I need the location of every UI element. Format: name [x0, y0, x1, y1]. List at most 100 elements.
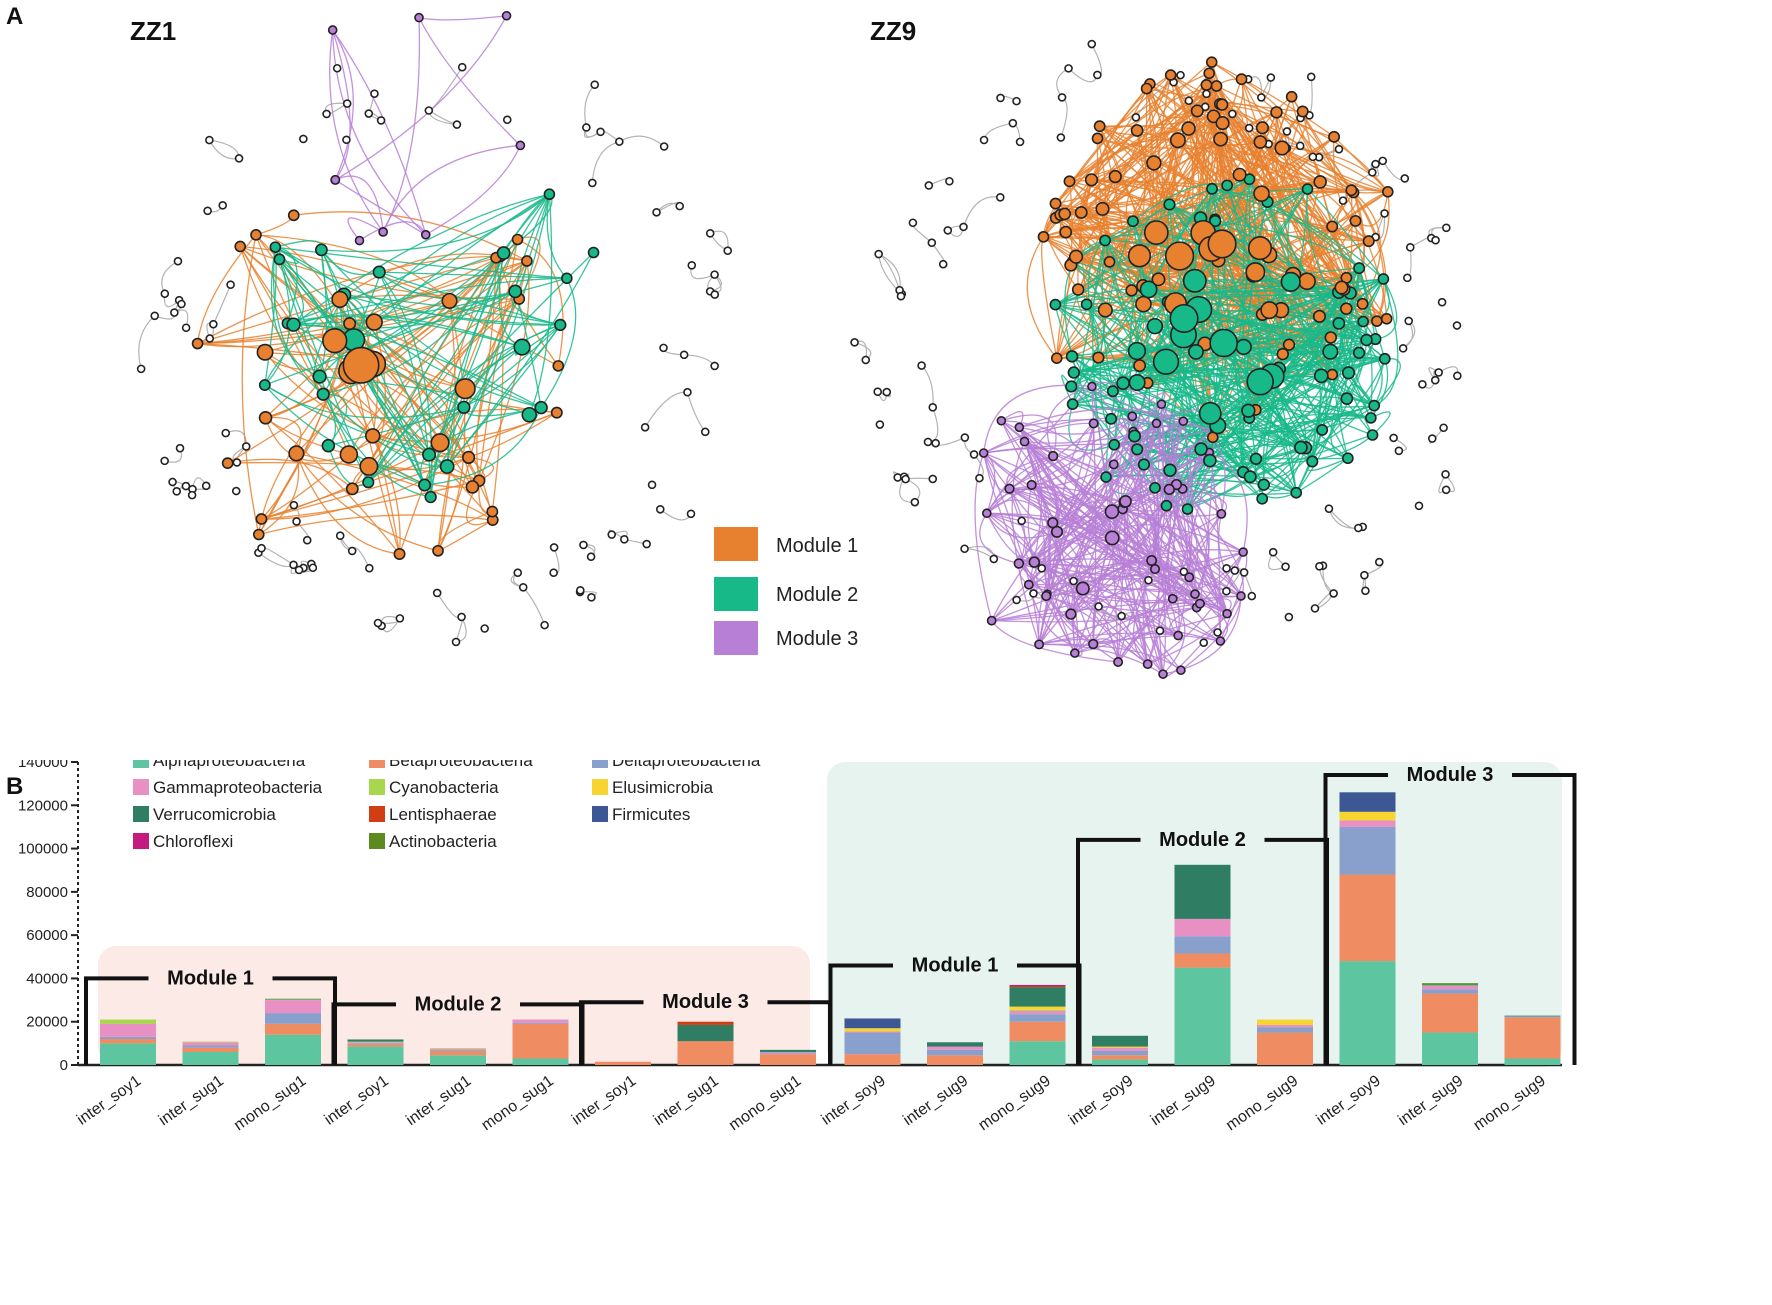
network-node [1106, 385, 1119, 398]
network-node [1209, 328, 1239, 358]
bar-segment [1257, 1019, 1313, 1025]
network-edge [1122, 508, 1164, 675]
network-node [1146, 155, 1162, 171]
network-node [1125, 284, 1138, 297]
x-tick-label: mono_sug1 [231, 1072, 309, 1134]
network-node [700, 427, 710, 437]
network-node [1026, 479, 1037, 490]
network-node [659, 343, 668, 353]
network-edge [332, 29, 427, 236]
network-node [1255, 121, 1269, 135]
network-node [187, 490, 197, 500]
network-node [1130, 124, 1144, 137]
network-edge [258, 514, 493, 536]
module-legend: Module 1 Module 2 Module 3 [714, 527, 858, 655]
network-edge [1182, 488, 1245, 597]
network-node [861, 355, 871, 365]
network-edge [1328, 508, 1359, 529]
network-node [1143, 220, 1169, 246]
network-node [1322, 343, 1339, 360]
bar-stack [760, 1049, 816, 1065]
network-node [181, 481, 191, 491]
network-edge [296, 452, 494, 521]
network-node [1222, 586, 1231, 596]
network-edge [1124, 501, 1242, 597]
network-node [995, 193, 1005, 202]
network-node [1023, 579, 1034, 590]
network-edge [927, 407, 939, 443]
network-edge [986, 512, 1153, 561]
network-node [1128, 429, 1142, 443]
network-node [327, 25, 338, 35]
network-node [1296, 105, 1309, 118]
network-node [910, 497, 920, 507]
bar-segment [347, 1044, 404, 1047]
network-edge [1052, 522, 1149, 665]
network-edge [1122, 508, 1242, 597]
network-node [1295, 141, 1305, 151]
network-node [1222, 563, 1231, 573]
network-edge [1122, 382, 1349, 459]
network-node [1257, 478, 1271, 491]
network-node [418, 478, 432, 492]
network-node [1169, 303, 1199, 333]
bar-stack [927, 1042, 983, 1065]
network-node [331, 290, 349, 309]
bar-stack [265, 998, 321, 1065]
network-edge [1160, 403, 1175, 490]
network-edge [991, 595, 1242, 622]
y-tick-label: 120000 [18, 797, 68, 814]
network-node [226, 280, 235, 290]
network-node [457, 400, 471, 414]
bar-segment [100, 1019, 156, 1024]
network-node [1105, 412, 1118, 425]
x-tick-label: mono_sug1 [726, 1072, 804, 1134]
network-node [875, 420, 885, 429]
bar-segment [1422, 985, 1478, 987]
bar-segment [430, 1049, 486, 1051]
network-edge [522, 586, 546, 626]
network-node [1068, 249, 1084, 264]
y-tick-label: 40000 [26, 970, 68, 987]
bar-segment [1422, 993, 1478, 1033]
bracket-label: Module 1 [167, 967, 254, 989]
network-edge [293, 277, 567, 326]
network-node [1403, 273, 1412, 283]
network-panel: A ZZ1 ZZ9 Module 1 Module 2 Module 3 [6, 3, 1462, 679]
network-node [1206, 182, 1218, 195]
legend-swatch [133, 760, 149, 768]
legend-swatch [592, 760, 608, 768]
network-node [1222, 608, 1232, 619]
network-edge [1168, 204, 1280, 370]
network-edge [1109, 464, 1164, 675]
network-node [496, 246, 511, 260]
network-node [486, 505, 499, 518]
network-node [1155, 626, 1165, 636]
legend-swatch-module-2 [714, 577, 758, 611]
network-node [1163, 463, 1177, 477]
network-edge [546, 194, 568, 279]
network-node [1137, 458, 1151, 471]
bar-segment [1174, 967, 1231, 1065]
network-edge [1162, 613, 1228, 678]
network-node [1301, 183, 1314, 195]
network-node [1209, 214, 1222, 228]
network-edge [644, 391, 688, 428]
network-edge [320, 249, 542, 409]
network-node [1057, 93, 1067, 102]
network-node [181, 323, 191, 333]
network-edge [1183, 420, 1226, 514]
network-edge [350, 370, 480, 482]
bar-segment [927, 1042, 983, 1047]
network-node [1434, 368, 1443, 377]
network-node [316, 387, 330, 401]
network-node [945, 176, 954, 186]
network-node [1313, 175, 1327, 189]
network-node [1131, 443, 1144, 456]
bar-segment [1257, 1032, 1313, 1065]
network-edge [258, 552, 294, 568]
network-node [513, 568, 523, 578]
network-node [1203, 67, 1215, 80]
network-node [1151, 272, 1166, 287]
network-edge [332, 29, 354, 181]
